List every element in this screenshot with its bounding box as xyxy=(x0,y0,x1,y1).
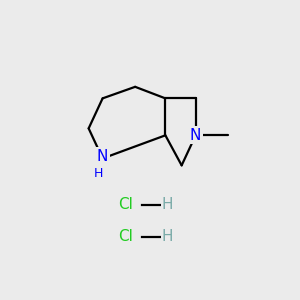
Text: N: N xyxy=(190,128,201,143)
Text: H: H xyxy=(162,197,173,212)
Text: H: H xyxy=(93,167,103,180)
Text: N: N xyxy=(97,148,108,164)
Text: Cl: Cl xyxy=(118,197,133,212)
Text: Cl: Cl xyxy=(118,230,133,244)
Text: H: H xyxy=(162,230,173,244)
